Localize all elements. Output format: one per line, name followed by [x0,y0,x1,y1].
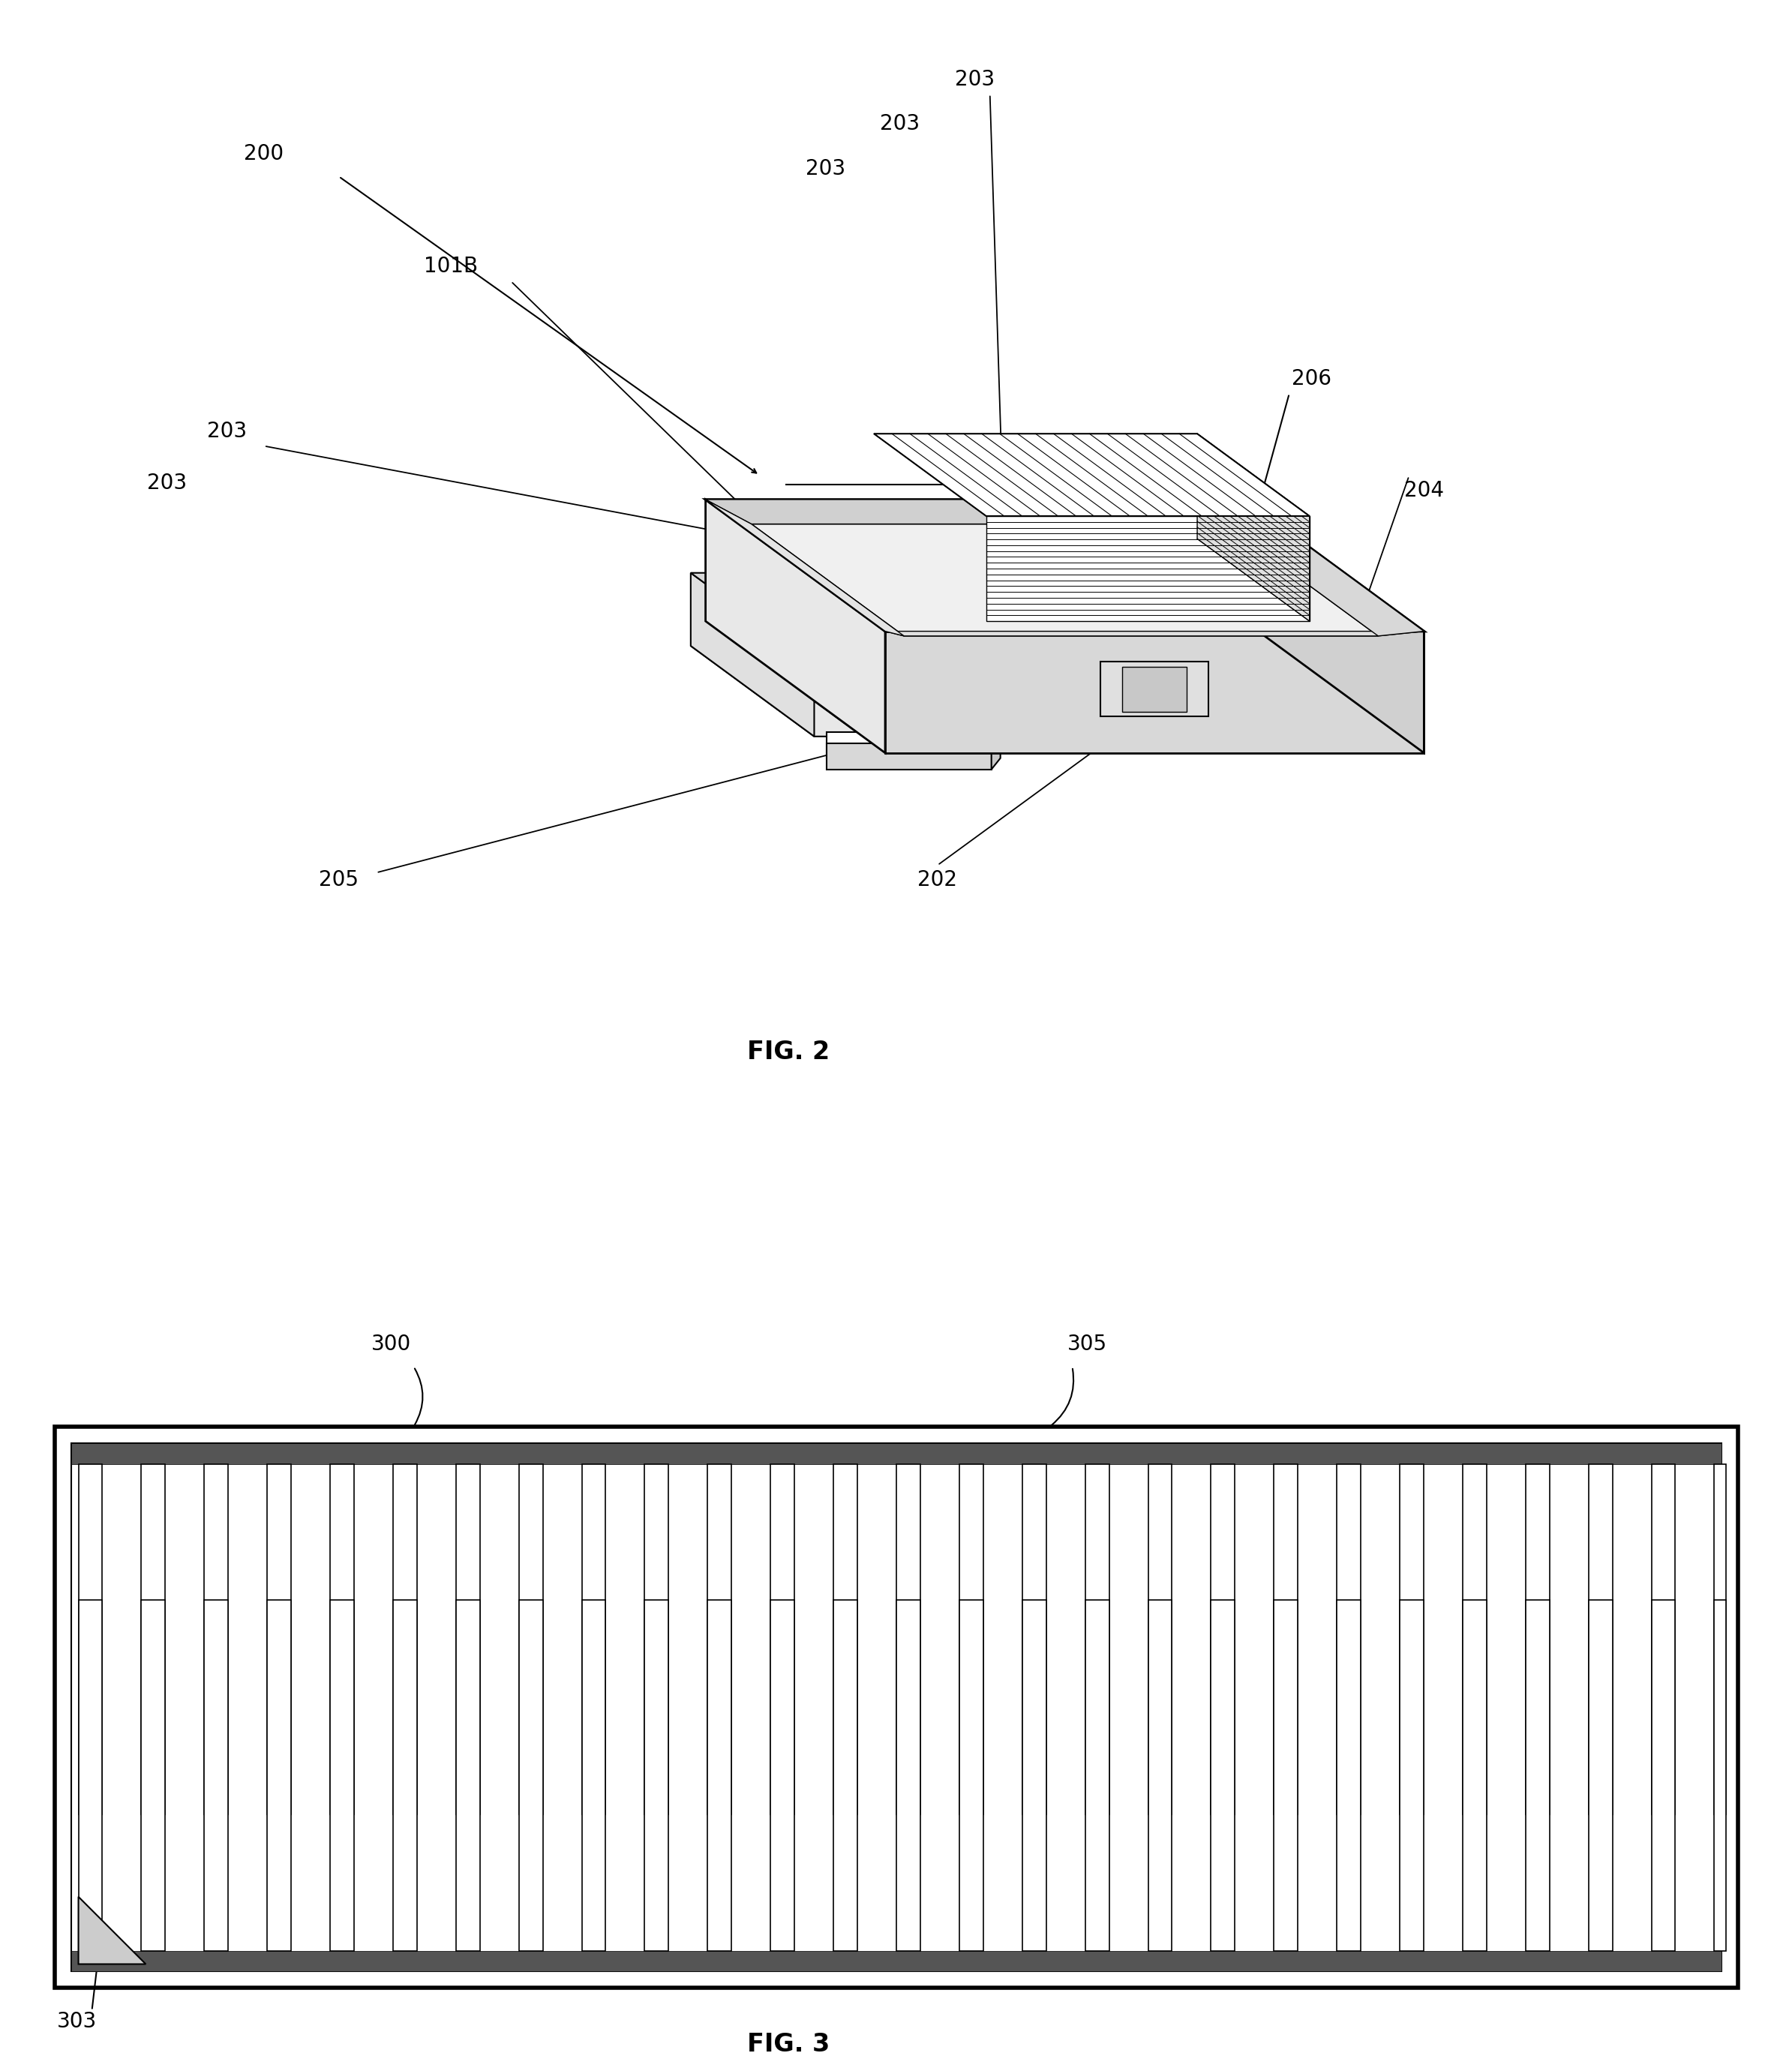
Text: 203: 203 [805,159,846,180]
Polygon shape [706,500,1244,525]
Text: 204: 204 [1405,481,1444,502]
Polygon shape [885,632,1425,636]
Bar [708,1600,731,1951]
Bar [959,1464,984,1815]
Bar [54,1427,1738,1989]
Bar [959,1600,984,1951]
Bar [1588,1600,1613,1951]
Bar [392,1600,418,1951]
Bar [520,1600,543,1951]
Bar [645,1464,668,1815]
Bar [1400,1464,1423,1815]
Bar [1211,1464,1235,1815]
Text: 203: 203 [880,114,919,134]
Bar [1021,1600,1047,1951]
Bar [1715,1600,1726,1951]
Polygon shape [690,572,814,737]
Bar [72,1443,1722,1464]
Text: 203: 203 [955,68,995,89]
Polygon shape [706,500,1425,632]
Bar [330,1464,355,1815]
Polygon shape [690,646,862,737]
Bar [1211,1600,1235,1951]
Bar [72,1443,1722,1972]
Bar [1588,1464,1613,1815]
Text: 203: 203 [147,473,186,494]
Bar [1525,1600,1550,1951]
Bar [1715,1464,1726,1815]
Bar [1274,1464,1297,1815]
Text: 205: 205 [319,869,358,890]
Polygon shape [1244,500,1425,754]
Bar [1652,1600,1676,1951]
Text: 206: 206 [1292,368,1331,388]
Bar [392,1464,418,1815]
Bar [142,1600,165,1951]
Polygon shape [690,572,862,663]
Polygon shape [706,500,885,754]
Text: FIG. 3: FIG. 3 [747,2032,830,2057]
Text: 303: 303 [57,2011,97,2032]
Text: 101B: 101B [425,256,478,277]
Bar [771,1464,794,1815]
Bar [455,1600,480,1951]
Polygon shape [986,516,1310,622]
Bar [771,1600,794,1951]
Bar [204,1464,228,1815]
Bar [72,1951,1722,1972]
Polygon shape [79,1898,145,1964]
Polygon shape [1100,661,1208,717]
Text: 300: 300 [371,1334,410,1355]
Bar [645,1600,668,1951]
Bar [708,1464,731,1815]
Bar [1086,1464,1109,1815]
Bar [79,1464,102,1815]
Polygon shape [826,743,991,770]
Bar [1337,1464,1360,1815]
Bar [267,1464,290,1815]
Text: 203: 203 [206,421,247,442]
Bar [204,1600,228,1951]
Bar [142,1464,165,1815]
Bar [79,1600,102,1951]
Bar [582,1600,606,1951]
Bar [1149,1464,1172,1815]
Text: 200: 200 [244,145,283,165]
Bar [896,1464,921,1815]
Text: 202: 202 [918,869,957,890]
Bar [1021,1464,1047,1815]
Polygon shape [751,525,1378,636]
Bar [1400,1600,1423,1951]
Polygon shape [874,434,1310,516]
Text: FIG. 2: FIG. 2 [747,1041,830,1066]
Polygon shape [706,622,1425,754]
Bar [1149,1600,1172,1951]
Polygon shape [706,500,1244,622]
Bar [1462,1464,1487,1815]
Text: 305: 305 [1068,1334,1107,1355]
Bar [896,1600,921,1951]
Bar [520,1464,543,1815]
Polygon shape [1197,434,1310,622]
Bar [267,1600,290,1951]
Bar [582,1464,606,1815]
Polygon shape [826,731,991,758]
Bar [1462,1600,1487,1951]
Bar [455,1464,480,1815]
Polygon shape [1226,500,1425,636]
Polygon shape [885,632,1425,754]
Bar [1274,1600,1297,1951]
Bar [833,1600,857,1951]
Bar [1086,1600,1109,1951]
Bar [1525,1464,1550,1815]
Polygon shape [1122,667,1186,712]
Bar [1652,1464,1676,1815]
Bar [833,1464,857,1815]
Bar [330,1600,355,1951]
Bar [1337,1600,1360,1951]
Polygon shape [991,731,1000,770]
Polygon shape [706,500,903,636]
